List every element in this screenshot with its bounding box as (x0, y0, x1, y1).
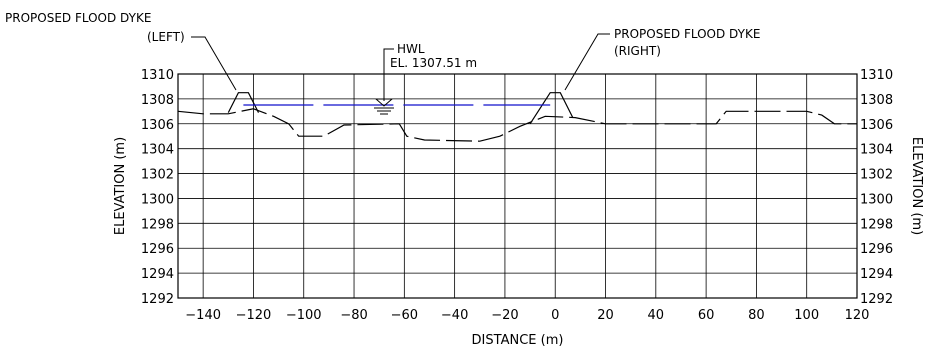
water-level-symbol (374, 98, 394, 115)
right-dyke-label-line2: (RIGHT) (614, 44, 661, 58)
y-tick-label-left: 1298 (141, 217, 174, 232)
x-tick-label: −120 (236, 308, 272, 323)
y-tick-label-right: 1296 (860, 242, 893, 257)
x-tick-label: 0 (551, 308, 559, 323)
x-tick-label: 60 (698, 308, 715, 323)
y-tick-label-left: 1292 (141, 292, 174, 307)
dyke-left (227, 92, 260, 113)
y-tick-label-right: 1306 (860, 118, 893, 133)
y-tick-label-right: 1294 (860, 267, 893, 282)
y-axis-title-right: ELEVATION (m) (909, 137, 924, 235)
left-dyke-leader (191, 36, 237, 91)
left-dyke-label-line1: PROPOSED FLOOD DYKE (5, 11, 151, 25)
hwl-label-line2: EL. 1307.51 m (390, 56, 477, 70)
profile-layer (177, 92, 857, 142)
y-tick-label-left: 1296 (141, 242, 174, 257)
y-tick-label-right: 1304 (860, 143, 893, 158)
y-tick-label-right: 1298 (860, 217, 893, 232)
x-tick-label: 100 (794, 308, 819, 323)
y-tick-label-right: 1310 (860, 68, 893, 83)
x-tick-label: −20 (491, 308, 518, 323)
right-dyke-label-line1: PROPOSED FLOOD DYKE (614, 27, 760, 41)
y-tick-label-right: 1308 (860, 93, 893, 108)
x-tick-label: −40 (441, 308, 468, 323)
y-tick-label-left: 1302 (141, 168, 174, 183)
tick-labels: −140 −120 −100 −80 −60 −40 −20 0 20 40 60 80 100 1201… (141, 68, 893, 323)
ground-profile-line (177, 108, 857, 142)
y-tick-label-left: 1300 (141, 192, 174, 207)
plot-frame (177, 73, 858, 299)
y-tick-label-left: 1294 (141, 267, 174, 282)
y-tick-label-right: 1302 (860, 168, 893, 183)
x-tick-label: 120 (845, 308, 870, 323)
grid (178, 73, 858, 299)
y-tick-label-right: 1292 (860, 292, 893, 307)
y-tick-label-right: 1300 (860, 192, 893, 207)
x-tick-label: 20 (597, 308, 614, 323)
left-dyke-label-line2: (LEFT) (147, 30, 185, 44)
x-tick-label: 40 (648, 308, 665, 323)
y-tick-label-left: 1308 (141, 93, 174, 108)
x-tick-label: −80 (340, 308, 367, 323)
y-tick-label-left: 1306 (141, 118, 174, 133)
x-tick-label: −140 (185, 308, 221, 323)
x-axis-title: DISTANCE (m) (472, 333, 564, 348)
dyke-right (529, 92, 574, 125)
y-tick-label-left: 1310 (141, 68, 174, 83)
y-tick-label-left: 1304 (141, 143, 174, 158)
x-tick-label: −60 (391, 308, 418, 323)
hwl-leader (383, 48, 394, 101)
x-tick-label: −100 (286, 308, 322, 323)
x-tick-label: 80 (748, 308, 765, 323)
hwl-label-line1: HWL (397, 42, 425, 56)
right-dyke-leader (564, 33, 610, 91)
y-axis-title-left: ELEVATION (m) (113, 137, 128, 235)
